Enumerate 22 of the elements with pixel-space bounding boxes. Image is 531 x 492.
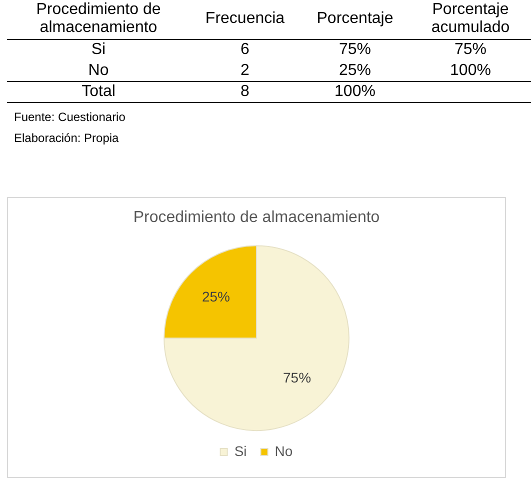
legend-label: Si — [234, 442, 247, 459]
text: Procedimiento de almacenamiento — [36, 1, 161, 36]
category-label: Porcentaje — [316, 10, 394, 27]
text: Elaboración: Propia — [14, 131, 119, 145]
category-label: Si — [91, 41, 106, 58]
text: 100% — [450, 62, 491, 79]
text: 8 — [240, 83, 250, 100]
text: 25% — [338, 62, 372, 79]
text: 2 — [240, 62, 250, 79]
text: 6 — [240, 41, 250, 58]
text: 75% — [338, 41, 372, 58]
text: 100% — [334, 83, 376, 100]
category-label: Frecuencia — [205, 10, 285, 27]
source-note: Fuente: Cuestionario — [14, 110, 126, 124]
legend-label: No — [274, 442, 293, 459]
category-label: Total — [82, 83, 116, 100]
chart-title: Procedimiento de almacenamiento — [133, 209, 380, 226]
category-label: Porcentaje acumulado — [431, 1, 510, 36]
data-label: 75% — [282, 369, 312, 386]
data-label: 25% — [202, 288, 230, 304]
category-label: No — [88, 62, 109, 79]
text: 75% — [454, 41, 487, 58]
